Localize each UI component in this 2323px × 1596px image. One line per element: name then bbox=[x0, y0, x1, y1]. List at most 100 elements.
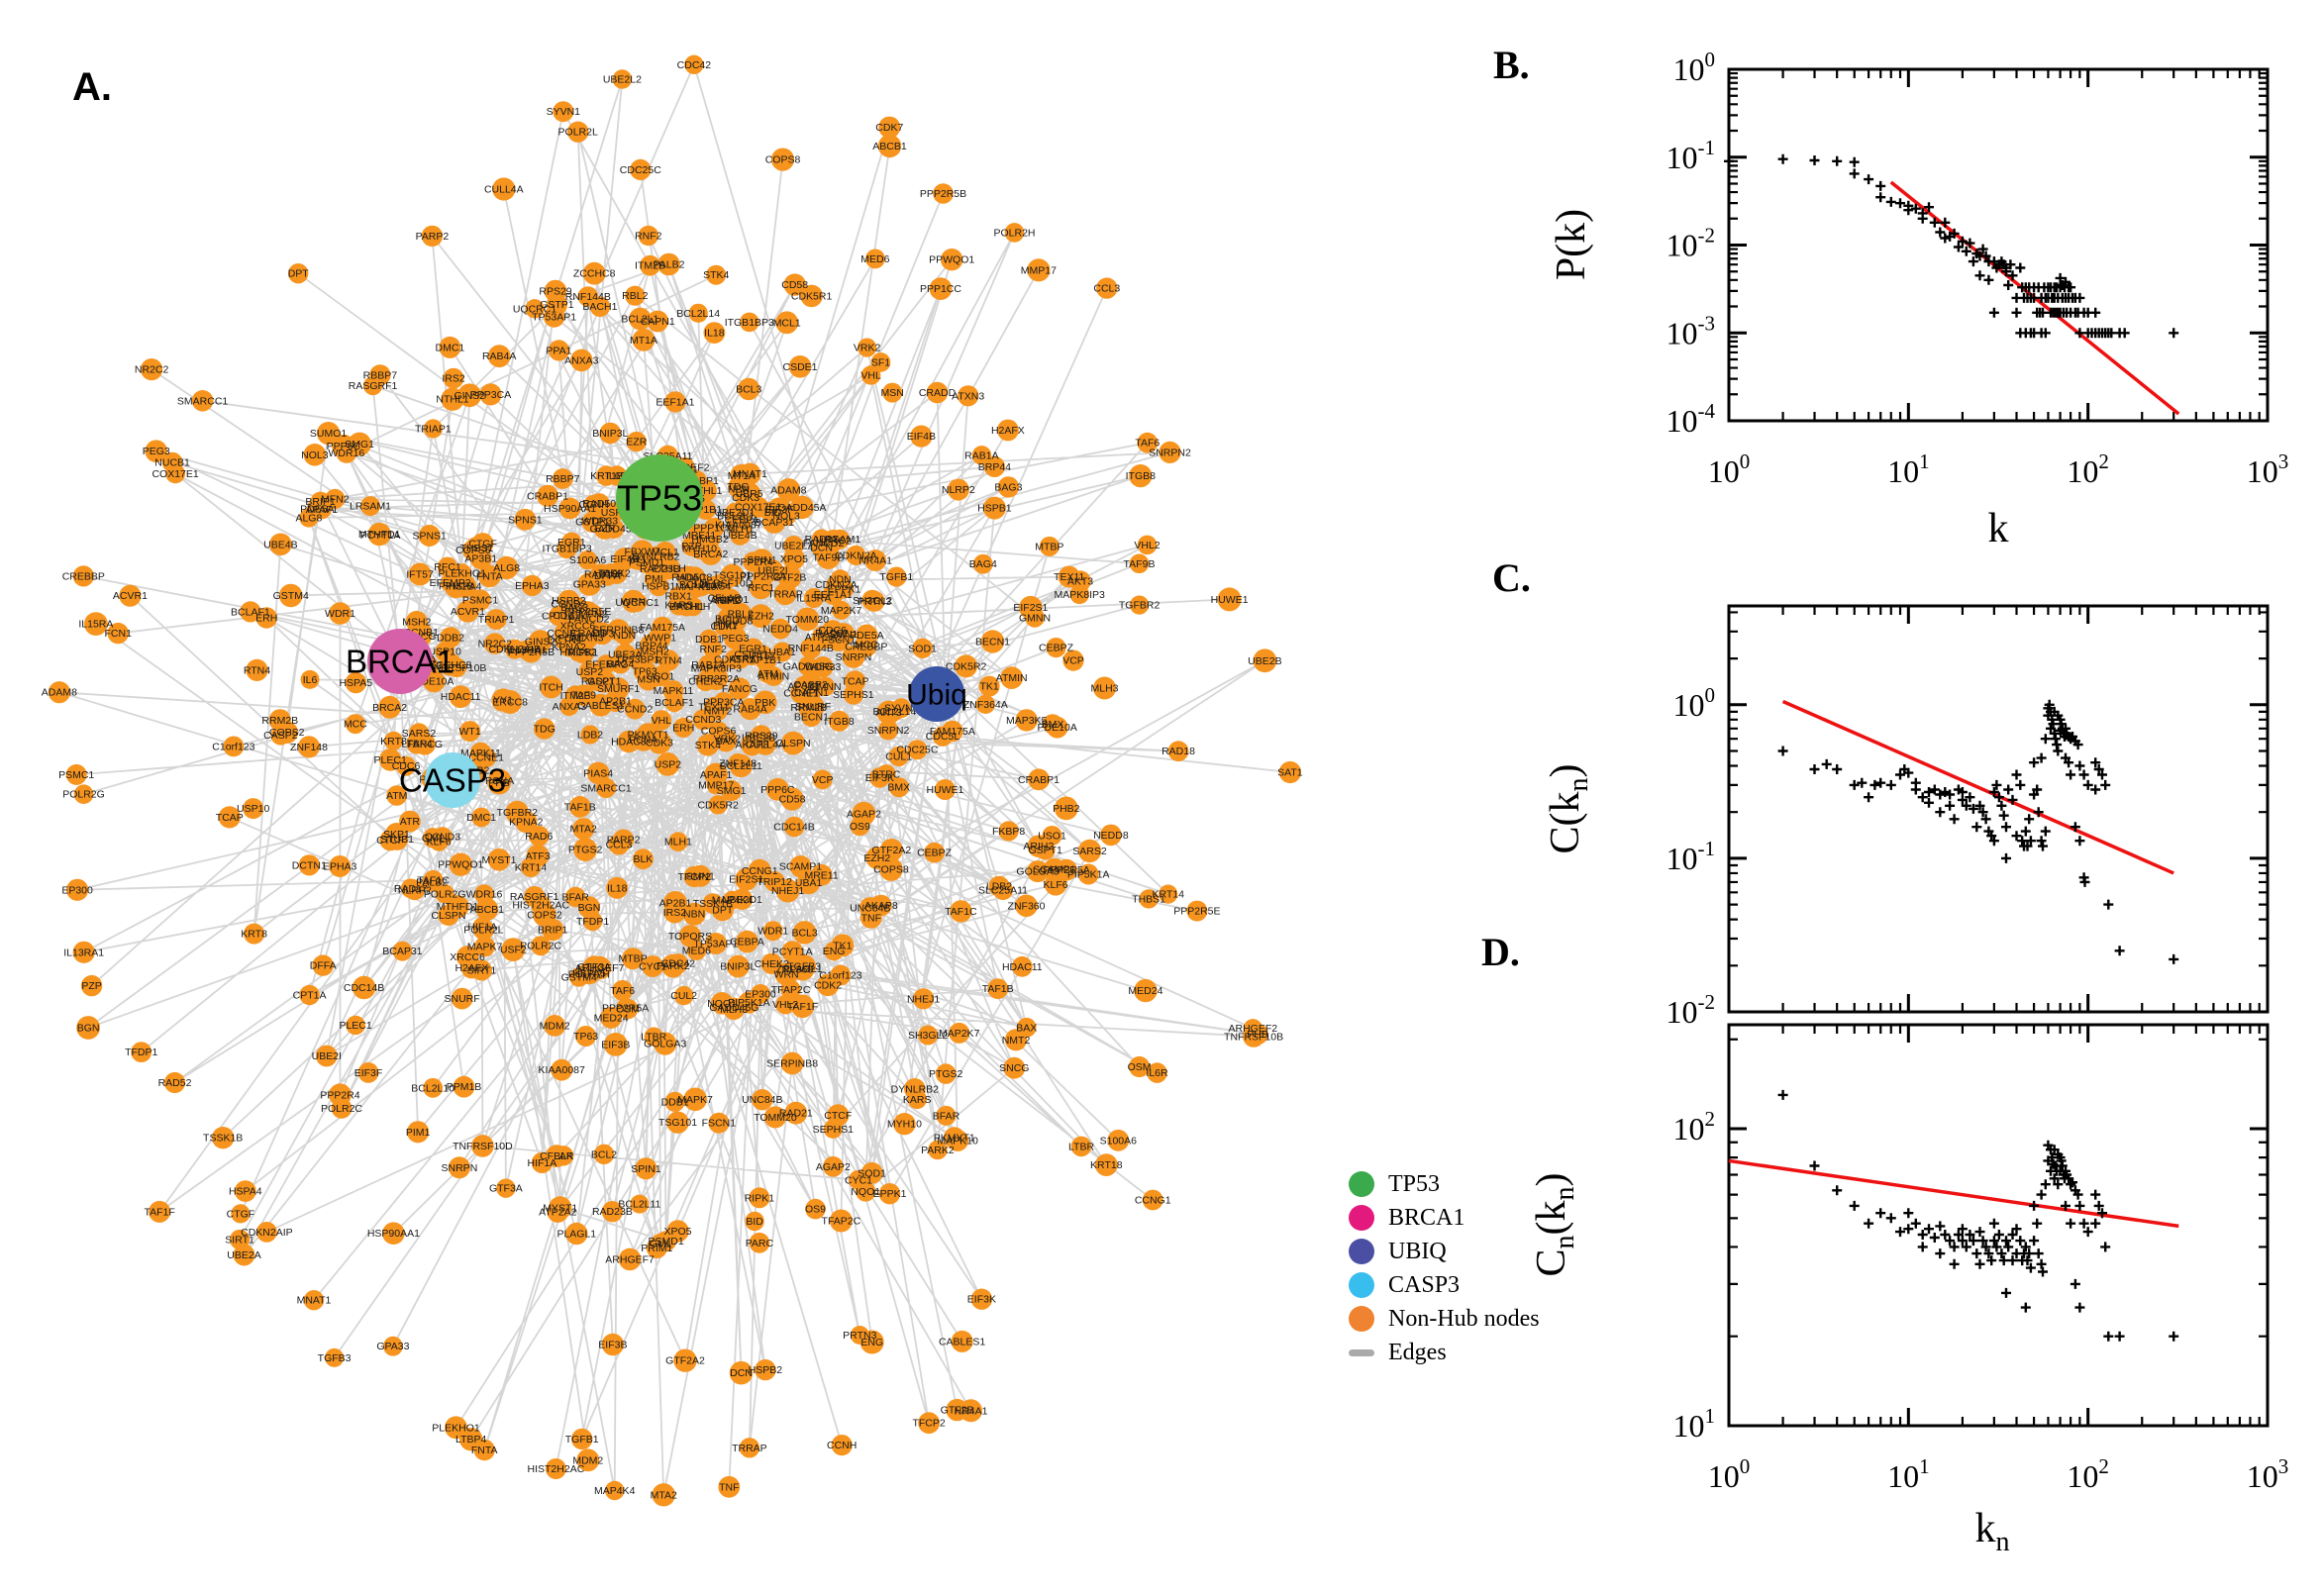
network-node-label: PSMC1 bbox=[462, 595, 498, 607]
network-node bbox=[773, 582, 797, 606]
network-node-label: ANXA3 bbox=[553, 701, 587, 713]
network-node-label: TOPORS bbox=[668, 931, 712, 943]
network-node bbox=[449, 852, 472, 876]
network-node-label: TFDP1 bbox=[125, 1047, 157, 1058]
network-node-label: WWP1 bbox=[644, 632, 676, 644]
network-node-label: KRT14 bbox=[1152, 889, 1184, 901]
scatter-points bbox=[1777, 1089, 2179, 1342]
network-node bbox=[740, 312, 759, 333]
network-node-label: ITGB8 bbox=[824, 716, 855, 728]
network-node-label: MAP3K5 bbox=[1006, 715, 1048, 727]
x-axis-label: k bbox=[1988, 506, 2009, 551]
network-node bbox=[998, 821, 1019, 842]
network-node-label: GADD45G bbox=[709, 1002, 758, 1014]
network-node-label: TSG101 bbox=[713, 570, 752, 582]
tick-label: 101 bbox=[1673, 1404, 1716, 1444]
network-node bbox=[629, 307, 652, 331]
network-node-label: CFLAR bbox=[708, 592, 743, 604]
network-node bbox=[638, 225, 658, 247]
network-node-label: TOMM20 bbox=[754, 1112, 797, 1124]
network-node-label: SNRPN bbox=[836, 651, 872, 663]
network-node bbox=[822, 623, 843, 644]
network-node-label: DPT bbox=[712, 905, 734, 917]
network-node-label: ERCC8 bbox=[492, 697, 528, 709]
network-node-label: NQO1 bbox=[851, 1186, 880, 1198]
network-node bbox=[870, 894, 892, 917]
network-node-label: BLK bbox=[633, 853, 653, 865]
network-node-label: PSMD1 bbox=[629, 557, 664, 569]
network-node bbox=[775, 994, 795, 1015]
network-node-label: TGFB3 bbox=[787, 961, 821, 973]
network-node-label: PSMD1 bbox=[649, 1236, 684, 1247]
network-node-label: FSCN1 bbox=[702, 1118, 737, 1130]
network-node-label: HUWE1 bbox=[926, 784, 963, 796]
network-node-label: TP63 bbox=[633, 665, 657, 677]
network-node-label: CREBBP bbox=[845, 642, 887, 653]
network-node-label: MNAT1 bbox=[297, 1295, 332, 1307]
y-axis-label: P(k) bbox=[1549, 209, 1594, 280]
network-node-label: BID bbox=[746, 1216, 763, 1228]
network-node bbox=[708, 1112, 730, 1134]
network-node-label: CSDE1 bbox=[734, 648, 768, 660]
network-node-label: TAF1B bbox=[564, 801, 596, 813]
network-node bbox=[950, 900, 972, 923]
network-node-label: VHL bbox=[652, 715, 672, 727]
network-node bbox=[485, 609, 507, 631]
network-node bbox=[815, 676, 836, 697]
network-node-label: PRTN3 bbox=[843, 1330, 876, 1342]
network-node bbox=[704, 933, 727, 954]
x-axis-label: kn bbox=[1975, 1506, 2010, 1557]
network-node-label: NEDD8 bbox=[718, 616, 754, 628]
network-node bbox=[647, 310, 669, 333]
network-node-label: CDKN2A bbox=[835, 549, 877, 561]
network-node-label: PALB2 bbox=[416, 876, 448, 888]
network-node bbox=[491, 688, 515, 712]
network-node bbox=[255, 607, 277, 629]
network-node bbox=[728, 752, 749, 773]
network-node-label: PTHLH bbox=[676, 601, 710, 613]
legend-item-tp53: TP53 bbox=[1349, 1171, 1540, 1197]
network-node bbox=[223, 736, 245, 757]
network-node-label: MTA2 bbox=[651, 1489, 677, 1501]
network-node-label: GML bbox=[422, 833, 445, 845]
network-node bbox=[586, 761, 610, 785]
network-node bbox=[702, 893, 724, 914]
network-node-label: CLSPN bbox=[431, 910, 465, 922]
network-node-label: ACVR1 bbox=[113, 590, 148, 602]
network-node-label: BGN bbox=[77, 1023, 100, 1035]
network-node bbox=[663, 891, 687, 915]
network-node-label: RTN4 bbox=[656, 655, 682, 667]
network-node-label: RPS29 bbox=[539, 286, 571, 298]
network-node-label: HDAC11 bbox=[441, 691, 481, 703]
minor-ticks bbox=[1729, 606, 2268, 1012]
network-node-label: SPIN1 bbox=[631, 1163, 661, 1175]
network-node-label: CCNE1 bbox=[468, 752, 504, 764]
legend-item-non-hub-nodes: Non-Hub nodes bbox=[1349, 1306, 1540, 1332]
network-node bbox=[630, 1194, 650, 1214]
network-node bbox=[762, 510, 786, 534]
network-node bbox=[76, 1016, 100, 1040]
plot-frame bbox=[1727, 1023, 2270, 1428]
network-node bbox=[1167, 741, 1189, 762]
network-node-label: GTF3A bbox=[577, 961, 611, 973]
network-node bbox=[471, 1135, 494, 1157]
network-node-label: ATF3 bbox=[590, 628, 615, 640]
network-node bbox=[832, 600, 852, 620]
network-node-label: CHEK2 bbox=[688, 676, 723, 688]
network-node-label: CFLAR bbox=[540, 1150, 574, 1162]
network-node-label: TRRAP bbox=[767, 588, 803, 600]
network-node-label: NEDD4 bbox=[762, 624, 798, 636]
network-node-label: RRM2B bbox=[261, 715, 298, 727]
tick-label: 10-2 bbox=[1666, 224, 1716, 263]
hub-node-ubiq bbox=[909, 666, 964, 722]
network-node-label: COPS8 bbox=[765, 154, 801, 166]
network-node-label: CYC1 bbox=[845, 1174, 872, 1186]
network-node bbox=[601, 1333, 625, 1356]
network-node-label: ACVR1 bbox=[451, 606, 485, 618]
network-node bbox=[726, 954, 750, 978]
network-node bbox=[924, 842, 945, 863]
network-node-label: SNRPN2 bbox=[1149, 447, 1191, 458]
network-node-label: BECN1 bbox=[975, 637, 1010, 648]
network-node-label: GSTP1 bbox=[540, 299, 574, 311]
network-node-label: DMC1 bbox=[436, 342, 465, 353]
